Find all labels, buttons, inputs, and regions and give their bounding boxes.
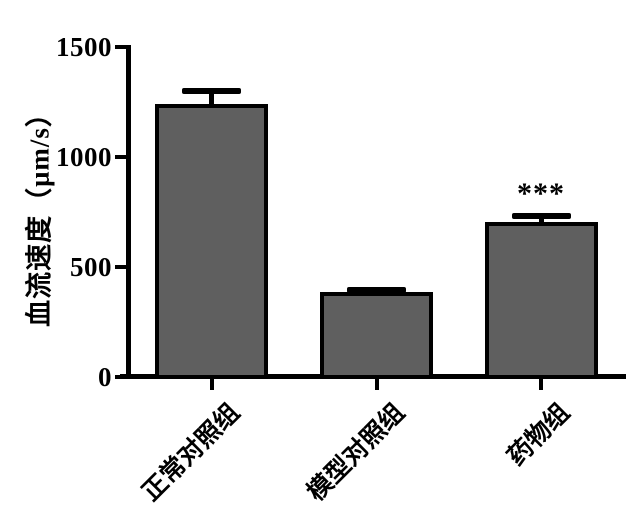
x-axis-tick (209, 379, 214, 390)
y-axis-tick (115, 155, 126, 159)
bar-model-control-group (320, 292, 433, 379)
error-bar-whisker (538, 215, 544, 226)
bar-drug-group (484, 221, 598, 379)
significance-marker: *** (517, 177, 565, 211)
y-axis-line (126, 45, 131, 377)
y-tick-label: 1000 (56, 142, 112, 172)
bar-normal-control-group (155, 104, 268, 379)
x-axis-tick (539, 379, 543, 390)
y-axis-tick (115, 375, 126, 379)
y-axis-tick (115, 45, 126, 49)
y-tick-label: 1500 (56, 32, 112, 62)
y-axis-tick (115, 265, 126, 269)
y-tick-label: 500 (70, 252, 112, 282)
x-axis-tick (374, 379, 379, 390)
x-axis-label-model-control-group: 模型对照组 (303, 398, 411, 507)
error-bar-whisker (209, 89, 214, 109)
x-axis-label-drug-group: 药物组 (502, 398, 576, 472)
y-tick-label: 0 (98, 362, 112, 392)
y-axis-title: 血流速度（μm/s） (24, 99, 55, 327)
x-axis-label-normal-control-group: 正常对照组 (138, 398, 246, 507)
